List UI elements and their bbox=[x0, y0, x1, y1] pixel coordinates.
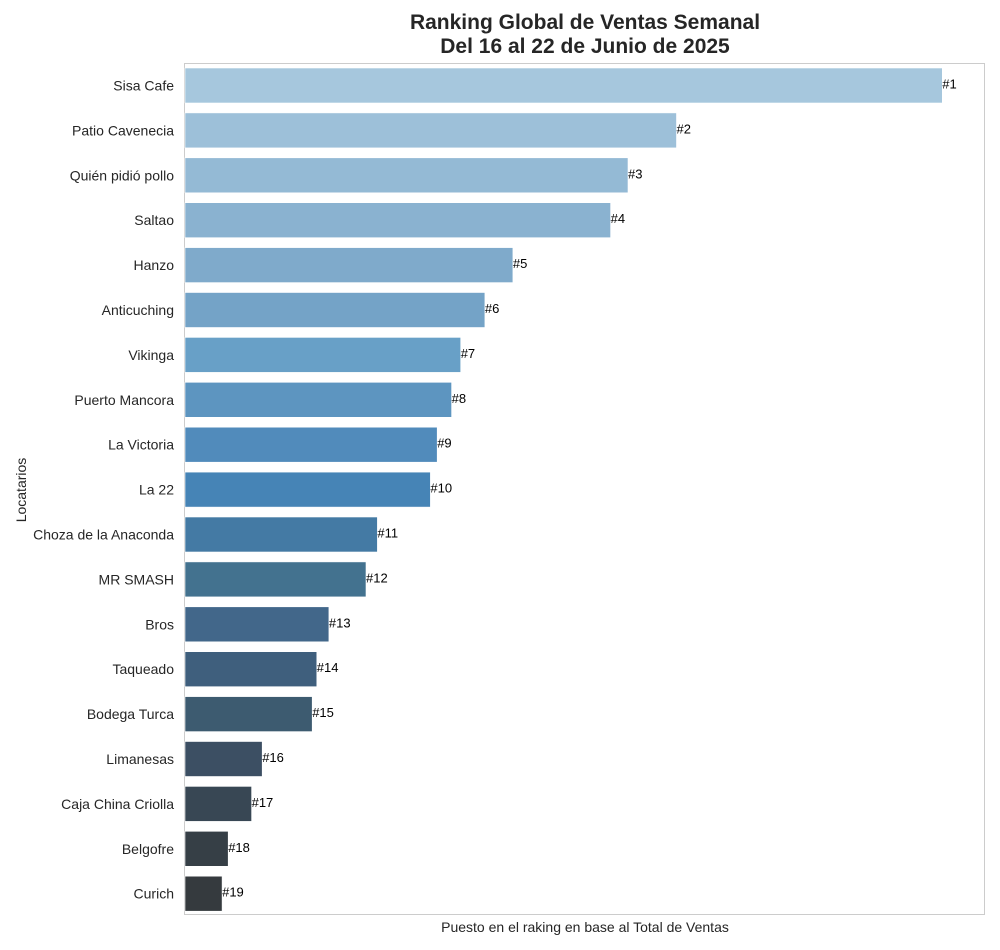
plot-frame bbox=[184, 63, 985, 915]
data-label: #6 bbox=[485, 301, 499, 316]
data-label: #19 bbox=[222, 885, 244, 900]
data-label: #7 bbox=[461, 346, 475, 361]
y-tick-label: Patio Cavenecia bbox=[72, 122, 174, 138]
y-axis-label: Locatarios bbox=[13, 458, 29, 523]
bar bbox=[184, 830, 229, 867]
bar bbox=[184, 606, 330, 643]
y-tick-label: Puerto Mancora bbox=[74, 392, 174, 408]
data-label: #1 bbox=[942, 77, 956, 92]
y-tick-label: Limanesas bbox=[106, 751, 174, 767]
y-tick-label: Taqueado bbox=[112, 661, 174, 677]
data-label: #4 bbox=[611, 211, 625, 226]
data-label: #5 bbox=[513, 256, 527, 271]
y-tick-label: Caja China Criolla bbox=[61, 796, 174, 812]
data-labels: #1 #2 #3 #4 #5 #6 #7 #8 #9 #10 #11 #12 #13 #14 #15 #16 #… bbox=[222, 77, 957, 900]
bar bbox=[184, 696, 313, 732]
bar bbox=[184, 292, 486, 328]
y-tick-label: Saltao bbox=[134, 212, 174, 228]
data-label: #3 bbox=[628, 166, 642, 181]
y-tick-label: Sisa Cafe bbox=[113, 78, 174, 94]
y-tick-label: Bodega Turca bbox=[87, 706, 174, 722]
y-tick-label: Belgofre bbox=[122, 841, 174, 857]
y-tick-label: Bros bbox=[145, 616, 174, 632]
data-label: #10 bbox=[430, 481, 452, 496]
bar bbox=[184, 337, 462, 373]
bar bbox=[184, 786, 252, 822]
bar bbox=[184, 516, 378, 553]
data-label: #12 bbox=[366, 570, 388, 585]
y-tick-label: Anticuching bbox=[102, 302, 174, 318]
y-tick-label: Quién pidió pollo bbox=[70, 167, 175, 183]
y-tick-label: Curich bbox=[134, 886, 174, 902]
bar bbox=[184, 471, 431, 508]
bar bbox=[184, 381, 452, 418]
data-label: #17 bbox=[252, 795, 274, 810]
bar bbox=[184, 67, 943, 104]
bar bbox=[184, 875, 223, 912]
bar bbox=[184, 561, 367, 598]
data-label: #8 bbox=[452, 391, 466, 406]
x-axis-label: Puesto en el raking en base al Total de … bbox=[441, 919, 729, 935]
bar bbox=[184, 157, 629, 194]
bar bbox=[184, 202, 611, 238]
y-tick-label: Vikinga bbox=[128, 347, 174, 363]
data-label: #18 bbox=[228, 840, 250, 855]
y-tick-label: Hanzo bbox=[134, 257, 175, 273]
data-label: #2 bbox=[677, 121, 691, 136]
bar bbox=[184, 112, 677, 149]
bar bbox=[184, 651, 318, 688]
y-tick-labels: Sisa Cafe Patio Cavenecia Quién pidió poll… bbox=[33, 78, 174, 902]
y-tick-label: MR SMASH bbox=[99, 571, 174, 587]
data-label: #9 bbox=[437, 436, 451, 451]
bars-group bbox=[184, 67, 943, 912]
y-tick-label: La Victoria bbox=[108, 437, 174, 453]
bar bbox=[184, 426, 438, 463]
y-tick-label: Choza de la Anaconda bbox=[33, 527, 174, 543]
data-label: #15 bbox=[312, 705, 334, 720]
data-label: #16 bbox=[262, 750, 284, 765]
data-label: #13 bbox=[329, 615, 351, 630]
y-tick-label: La 22 bbox=[139, 482, 174, 498]
bar bbox=[184, 247, 514, 283]
chart-title: Ranking Global de Ventas Semanal bbox=[409, 11, 761, 34]
data-label: #14 bbox=[317, 660, 339, 675]
bar bbox=[184, 741, 263, 777]
chart-subtitle: Del 16 al 22 de Junio de 2025 bbox=[440, 35, 730, 58]
data-label: #11 bbox=[377, 526, 398, 541]
